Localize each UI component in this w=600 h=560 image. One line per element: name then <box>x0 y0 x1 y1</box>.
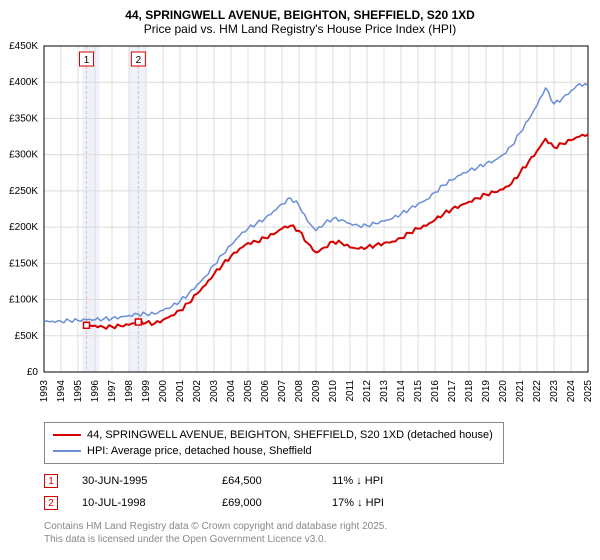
svg-text:£450K: £450K <box>9 41 38 52</box>
svg-text:2009: 2009 <box>311 380 322 403</box>
svg-text:2010: 2010 <box>328 380 339 403</box>
legend-row: 44, SPRINGWELL AVENUE, BEIGHTON, SHEFFIE… <box>53 427 495 443</box>
svg-text:£0: £0 <box>27 367 39 378</box>
svg-text:£200K: £200K <box>9 222 38 233</box>
svg-text:2006: 2006 <box>260 380 271 403</box>
line-chart: £0 £50K £100K £150K £200K £250K £300K £350K £400… <box>0 40 600 420</box>
svg-text:2008: 2008 <box>294 380 305 403</box>
svg-text:2023: 2023 <box>549 380 560 403</box>
chart-container: 44, SPRINGWELL AVENUE, BEIGHTON, SHEFFIE… <box>0 0 600 560</box>
legend-swatch <box>53 450 81 452</box>
svg-text:1994: 1994 <box>56 380 67 403</box>
legend-label: 44, SPRINGWELL AVENUE, BEIGHTON, SHEFFIE… <box>87 429 493 441</box>
sale-row: 1 30-JUN-1995£64,50011% ↓ HPI <box>44 470 600 492</box>
title-block: 44, SPRINGWELL AVENUE, BEIGHTON, SHEFFIE… <box>0 0 600 40</box>
svg-text:2016: 2016 <box>430 380 441 403</box>
svg-text:2003: 2003 <box>209 380 220 403</box>
sale-price: £69,000 <box>222 497 332 509</box>
sale-date: 10-JUL-1998 <box>82 497 222 509</box>
svg-text:2019: 2019 <box>481 380 492 403</box>
svg-text:2011: 2011 <box>345 380 356 402</box>
svg-text:1998: 1998 <box>124 380 135 403</box>
svg-text:£250K: £250K <box>9 186 38 197</box>
svg-text:2000: 2000 <box>158 380 169 403</box>
svg-text:2001: 2001 <box>175 380 186 403</box>
svg-text:2018: 2018 <box>464 380 475 403</box>
svg-text:1996: 1996 <box>90 380 101 403</box>
legend-row: HPI: Average price, detached house, Shef… <box>53 443 495 459</box>
footer-copyright: Contains HM Land Registry data © Crown c… <box>44 520 600 533</box>
svg-text:2004: 2004 <box>226 380 237 403</box>
svg-text:£400K: £400K <box>9 77 38 88</box>
svg-text:2: 2 <box>136 55 142 66</box>
legend: 44, SPRINGWELL AVENUE, BEIGHTON, SHEFFIE… <box>44 422 504 464</box>
svg-text:2025: 2025 <box>583 380 594 403</box>
title-subtitle: Price paid vs. HM Land Registry's House … <box>0 22 600 36</box>
sales-table: 1 30-JUN-1995£64,50011% ↓ HPI 2 10-JUL-1998… <box>44 470 600 514</box>
svg-text:£100K: £100K <box>9 295 38 306</box>
sale-price: £64,500 <box>222 475 332 487</box>
svg-text:1999: 1999 <box>141 380 152 403</box>
svg-text:2002: 2002 <box>192 380 203 403</box>
svg-text:£50K: £50K <box>15 331 39 342</box>
footer: Contains HM Land Registry data © Crown c… <box>44 520 600 546</box>
svg-text:2013: 2013 <box>379 380 390 403</box>
legend-swatch <box>53 434 81 436</box>
svg-text:2022: 2022 <box>532 380 543 403</box>
sale-delta: 11% ↓ HPI <box>332 475 432 487</box>
svg-text:2017: 2017 <box>447 380 458 403</box>
footer-licence: This data is licensed under the Open Gov… <box>44 533 600 546</box>
sale-row: 2 10-JUL-1998£69,00017% ↓ HPI <box>44 492 600 514</box>
svg-text:2007: 2007 <box>277 380 288 403</box>
svg-text:£300K: £300K <box>9 150 38 161</box>
svg-text:1995: 1995 <box>73 380 84 403</box>
svg-text:2014: 2014 <box>396 380 407 403</box>
sale-marker: 1 <box>44 474 58 488</box>
svg-text:1993: 1993 <box>39 380 50 403</box>
svg-text:1: 1 <box>84 55 90 66</box>
svg-text:1997: 1997 <box>107 380 118 403</box>
svg-text:£150K: £150K <box>9 258 38 269</box>
legend-label: HPI: Average price, detached house, Shef… <box>87 445 312 457</box>
chart-area: £0 £50K £100K £150K £200K £250K £300K £350K £400… <box>0 40 600 420</box>
sale-date: 30-JUN-1995 <box>82 475 222 487</box>
sale-marker: 2 <box>44 496 58 510</box>
svg-text:2012: 2012 <box>362 380 373 403</box>
sale-delta: 17% ↓ HPI <box>332 497 432 509</box>
svg-text:2015: 2015 <box>413 380 424 403</box>
svg-text:£350K: £350K <box>9 113 38 124</box>
svg-text:2021: 2021 <box>515 380 526 403</box>
title-address: 44, SPRINGWELL AVENUE, BEIGHTON, SHEFFIE… <box>0 8 600 22</box>
svg-text:2005: 2005 <box>243 380 254 403</box>
svg-text:2024: 2024 <box>566 380 577 403</box>
svg-text:2020: 2020 <box>498 380 509 403</box>
